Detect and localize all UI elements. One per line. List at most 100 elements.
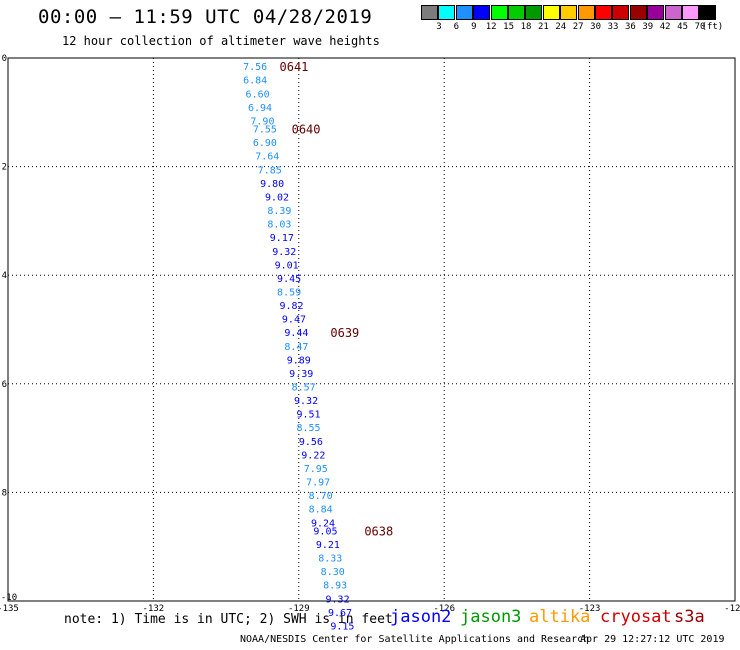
wave-height-value: 8.84 xyxy=(309,505,333,516)
wave-height-value: 9.89 xyxy=(287,355,311,366)
wave-height-value: 9.02 xyxy=(265,192,289,203)
legend-s3a: s3a xyxy=(674,607,705,627)
scale-label: 27 xyxy=(572,22,584,32)
pass-time-label: 0641 xyxy=(280,60,309,74)
wave-height-value: 9.32 xyxy=(272,247,296,258)
wave-height-value: 8.59 xyxy=(277,287,301,298)
color-scale: 3 6 9 12 15 18 21 24 27 30 33 36 39 42 45 70 (ft) xyxy=(421,5,731,35)
x-tick-label: -120 xyxy=(724,604,740,614)
wave-height-value: 9.32 xyxy=(326,594,350,605)
x-tick-label: -132 xyxy=(143,604,165,614)
scale-swatch xyxy=(612,5,630,20)
scale-swatch xyxy=(577,5,595,20)
scale-swatch xyxy=(473,5,491,20)
y-tick-label: 0 xyxy=(2,54,7,64)
y-tick-label: -6 xyxy=(0,380,7,390)
y-tick-label: -8 xyxy=(0,488,7,498)
scale-swatch xyxy=(664,5,682,20)
scale-label: 70 xyxy=(694,22,706,32)
wave-height-value: 7.85 xyxy=(258,165,282,176)
wave-height-value: 9.17 xyxy=(270,233,294,244)
pass-time-label: 0640 xyxy=(292,123,321,137)
wave-height-value: 6.90 xyxy=(253,138,277,149)
scale-label: 21 xyxy=(537,22,549,32)
scale-swatch xyxy=(455,5,473,20)
wave-height-value: 7.95 xyxy=(304,464,328,475)
scale-label: 30 xyxy=(590,22,602,32)
wave-height-value: 7.56 xyxy=(243,62,267,73)
legend-jason2: jason2 xyxy=(390,607,452,627)
scale-label: 45 xyxy=(677,22,689,32)
scale-label: 6 xyxy=(453,22,460,32)
scale-swatch xyxy=(542,5,560,20)
legend-cryosat: cryosat xyxy=(600,607,672,627)
y-tick-label: -2 xyxy=(0,163,7,173)
wave-height-value: 9.22 xyxy=(301,450,325,461)
scale-swatch xyxy=(508,5,525,20)
scale-label: 24 xyxy=(555,22,567,32)
scale-swatch xyxy=(629,5,647,20)
wave-height-value: 9.45 xyxy=(277,274,301,285)
wave-height-value: 9.39 xyxy=(289,369,313,380)
wave-height-value: 7.90 xyxy=(250,116,274,127)
wave-height-value: 8.57 xyxy=(292,383,316,394)
map-title: 00:00 – 11:59 UTC 04/28/2019 xyxy=(38,6,373,28)
wave-height-value: 9.82 xyxy=(279,301,303,312)
map-subtitle: 12 hour collection of altimeter wave hei… xyxy=(62,34,380,48)
scale-swatch xyxy=(525,5,543,20)
wave-height-value: 8.47 xyxy=(284,342,308,353)
wave-height-value: 7.55 xyxy=(253,125,277,136)
scale-swatch xyxy=(438,5,456,20)
scale-label: (ft) xyxy=(701,22,724,32)
wave-height-value: 6.94 xyxy=(248,103,272,114)
wave-height-value: 9.32 xyxy=(294,396,318,407)
wave-height-value: 9.44 xyxy=(284,328,308,339)
wave-height-value: 8.30 xyxy=(321,567,345,578)
x-tick-label: -123 xyxy=(579,604,601,614)
x-tick-label: -135 xyxy=(0,604,19,614)
legend-jason3: jason3 xyxy=(460,607,522,627)
wave-height-value: 9.47 xyxy=(282,315,306,326)
wave-height-value: 9.21 xyxy=(316,540,340,551)
wave-height-value: 9.67 xyxy=(328,608,352,619)
scale-swatch xyxy=(647,5,665,20)
wave-height-value: 8.70 xyxy=(309,491,333,502)
pass-time-label: 0639 xyxy=(330,326,359,340)
y-tick-label: -10 xyxy=(1,593,17,603)
scale-label: 33 xyxy=(607,22,619,32)
credit-text: NOAA/NESDIS Center for Satellite Applica… xyxy=(240,634,590,645)
scale-label: 15 xyxy=(503,22,515,32)
scale-swatch xyxy=(560,5,578,20)
plot-frame xyxy=(7,57,736,602)
scale-label: 9 xyxy=(471,22,477,32)
x-tick-label: -126 xyxy=(433,604,455,614)
wave-height-value: 9.24 xyxy=(311,518,335,529)
wave-height-value: 8.33 xyxy=(318,554,342,565)
wave-height-value: 9.80 xyxy=(260,179,284,190)
wave-height-value: 8.39 xyxy=(267,206,291,217)
y-tick-label: -4 xyxy=(0,271,7,281)
scale-label: 42 xyxy=(659,22,671,32)
scale-label: 18 xyxy=(520,22,532,32)
wave-height-value: 7.97 xyxy=(306,478,330,489)
scale-swatch xyxy=(421,5,438,20)
wave-height-value: 8.55 xyxy=(296,423,320,434)
pass-time-label: 0638 xyxy=(364,524,393,538)
scale-label: 36 xyxy=(624,22,636,32)
scale-label: 3 xyxy=(436,22,442,32)
legend-altika: altika xyxy=(529,607,591,627)
wave-height-value: 6.84 xyxy=(243,76,267,87)
scale-label: 39 xyxy=(642,22,654,32)
timestamp-text: Apr 29 12:27:12 UTC 2019 xyxy=(580,634,725,645)
note-text: note: 1) Time is in UTC; 2) SWH is in fe… xyxy=(64,612,393,627)
scale-swatch xyxy=(490,5,508,20)
scale-swatch xyxy=(595,5,612,20)
scale-swatch xyxy=(699,5,717,20)
wave-height-value: 8.03 xyxy=(267,220,291,231)
wave-height-value: 6.60 xyxy=(246,89,270,100)
wave-height-value: 9.56 xyxy=(299,437,323,448)
wave-height-value: 9.05 xyxy=(313,526,337,537)
wave-height-value: 9.01 xyxy=(275,260,299,271)
